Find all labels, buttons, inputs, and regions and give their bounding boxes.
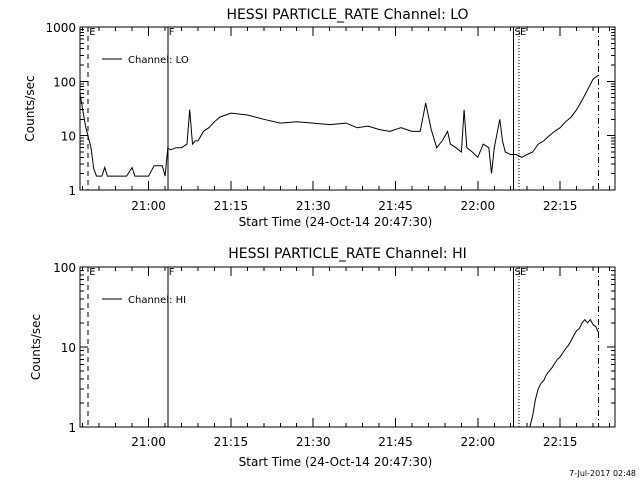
y-tick-label: 100 [53, 261, 76, 275]
chart-title: HESSI PARTICLE_RATE Channel: LO [226, 7, 468, 23]
chart-panel: HESSI PARTICLE_RATE Channel: LO Counts/se… [23, 7, 616, 229]
y-tick-label: 10 [61, 130, 76, 144]
series-line-1 [80, 74, 599, 177]
x-tick-label: 21:30 [296, 199, 331, 213]
chart-panel: HESSI PARTICLE_RATE Channel: HI Counts/se… [29, 246, 616, 469]
y-axis-label: Counts/sec [29, 314, 43, 380]
x-tick-label: 21:15 [214, 435, 249, 449]
x-tick-label: 22:00 [461, 435, 496, 449]
footer-date: 7-Jul-2017 02:48 [569, 469, 636, 478]
y-tick-label: 1 [68, 184, 76, 198]
event-marker-label: E [89, 27, 95, 38]
y-tick-label: 1000 [45, 21, 76, 35]
plot-frame [79, 26, 616, 191]
x-tick-label: 21:30 [296, 435, 331, 449]
y-tick-label: 10 [61, 341, 76, 355]
legend-label: Channel: LO [128, 55, 189, 66]
x-axis-label: Start Time (24-Oct-14 20:47:30) [239, 215, 433, 229]
x-tick-label: 21:00 [131, 435, 166, 449]
x-tick-label: 22:00 [461, 199, 496, 213]
y-tick-label: 100 [53, 75, 76, 89]
event-marker-label: S [514, 27, 520, 38]
event-marker-label: F [169, 27, 175, 38]
event-marker-label: F [169, 267, 175, 278]
x-tick-label: 21:45 [378, 199, 413, 213]
series-line-1 [529, 318, 599, 427]
y-axis-label: Counts/sec [23, 75, 37, 141]
event-marker-label: S [514, 267, 520, 278]
chart-title: HESSI PARTICLE_RATE Channel: HI [228, 246, 466, 262]
x-tick-label: 22:15 [543, 199, 578, 213]
legend-label: Channel: HI [128, 295, 186, 306]
x-tick-label: 21:45 [378, 435, 413, 449]
x-axis-label: Start Time (24-Oct-14 20:47:30) [239, 455, 433, 469]
x-tick-label: 21:15 [214, 199, 249, 213]
x-tick-label: 22:15 [543, 435, 578, 449]
y-tick-label: 1 [68, 421, 76, 435]
event-marker-label: E [520, 27, 526, 38]
event-marker-label: E [89, 267, 95, 278]
x-tick-label: 21:00 [131, 199, 166, 213]
event-marker-label: E [520, 267, 526, 278]
